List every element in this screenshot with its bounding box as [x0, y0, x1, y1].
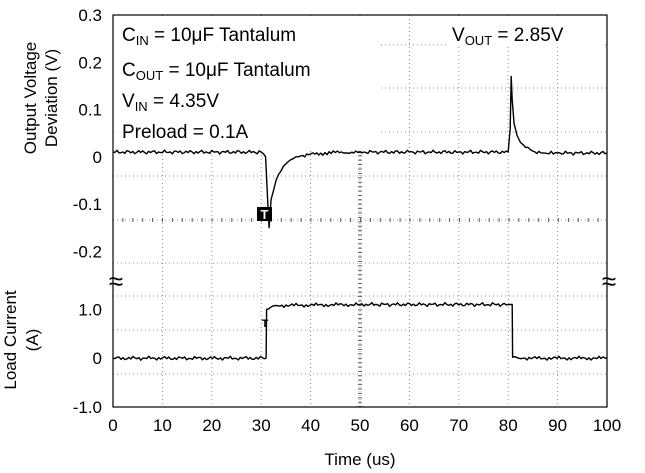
y-tick-label: 1.0 — [78, 300, 102, 319]
annotation-cout: COUT = 10μF Tantalum — [122, 60, 311, 83]
plot-frame — [112, 14, 608, 408]
x-tick-label: 40 — [301, 416, 320, 435]
y-tick-label: 0 — [93, 148, 102, 167]
series — [112, 75, 608, 361]
series-line-voltage-deviation — [112, 75, 608, 229]
trigger-marker-bottom: T — [262, 318, 269, 330]
x-tick-label: 70 — [449, 416, 468, 435]
y-tick-label: -1.0 — [73, 398, 102, 417]
y-tick-label: -0.2 — [73, 242, 102, 261]
annotation-preload: Preload = 0.1A — [122, 122, 249, 143]
x-tick-label: 30 — [252, 416, 271, 435]
trigger-marker-box — [257, 207, 272, 221]
y-axis-label-bottom-line2: (A) — [23, 329, 42, 352]
x-tick-label: 80 — [499, 416, 518, 435]
y-axis-label-bottom: Load Current — [1, 290, 20, 390]
x-tick-label: 50 — [351, 416, 370, 435]
x-tick-label: 0 — [108, 416, 117, 435]
tick-labels: 0 10 20 30 40 50 60 70 80 90 100 0.3 0.2 0.1 0 -0.1 -0.2… — [73, 6, 621, 435]
y-tick-label: 0.3 — [78, 6, 102, 25]
x-tick-label: 10 — [153, 416, 172, 435]
x-tick-label: 60 — [400, 416, 419, 435]
series-line-load-current — [112, 301, 608, 361]
annotation-vin: VIN = 4.35V — [122, 91, 219, 114]
y-tick-label: 0 — [93, 349, 102, 368]
y-tick-label: 0.2 — [78, 53, 102, 72]
y-axis-label-top: Output Voltage — [21, 42, 40, 154]
annotation-vout: VOUT = 2.85V — [452, 25, 564, 48]
x-tick-label: 20 — [202, 416, 221, 435]
annotation-background — [116, 18, 378, 148]
annotation-background-vout — [447, 18, 603, 46]
axis-break-right: ≈ — [602, 266, 616, 296]
trigger-marker-top: T — [261, 207, 269, 222]
plot-border — [112, 14, 608, 408]
y-tick-label: 0.1 — [78, 101, 102, 120]
x-axis-label: Time (us) — [324, 450, 395, 469]
axis-break-left: ≈ — [109, 266, 123, 296]
x-tick-label: 100 — [593, 416, 621, 435]
annotation-cin: CIN = 10μF Tantalum — [122, 25, 296, 48]
y-tick-label: -0.1 — [73, 195, 102, 214]
x-tick-label: 90 — [548, 416, 567, 435]
y-axis-label-top-line2: Deviation (V) — [42, 49, 61, 147]
